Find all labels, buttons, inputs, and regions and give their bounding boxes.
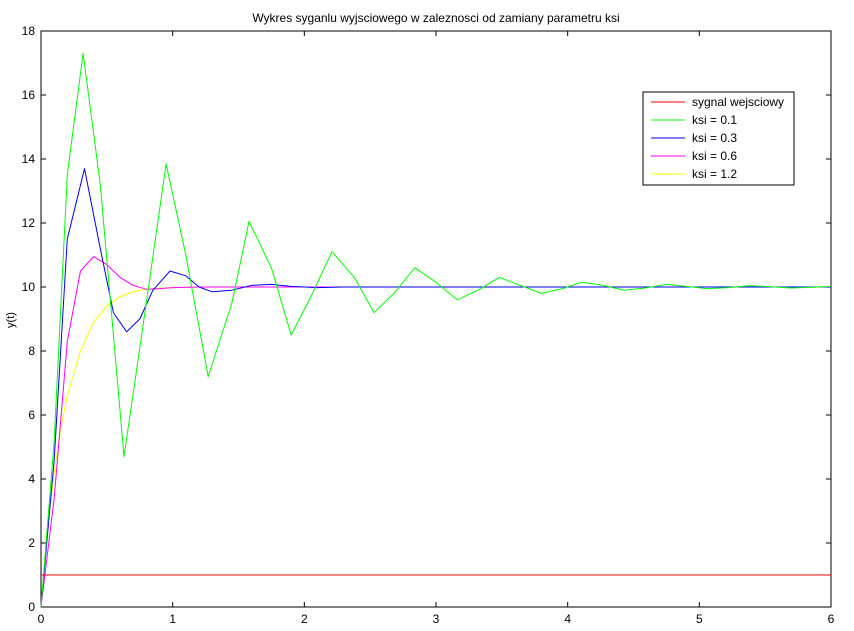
legend-label: ksi = 1.2 <box>692 167 737 181</box>
y-tick-label: 8 <box>28 344 35 358</box>
series-line-1 <box>40 52 832 608</box>
x-tick-label: 4 <box>564 612 571 626</box>
y-tick-label: 6 <box>28 408 35 422</box>
legend-label: ksi = 0.3 <box>692 131 737 145</box>
legend: sygnal wejsciowy ksi = 0.1 ksi = 0.3 ksi = … <box>642 91 795 186</box>
x-tick-label: 5 <box>696 612 703 626</box>
x-tick-label: 6 <box>828 612 835 626</box>
legend-label: ksi = 0.1 <box>692 113 737 127</box>
y-tick-label: 0 <box>28 600 35 614</box>
y-tick-label: 10 <box>22 280 36 294</box>
y-tick-label: 14 <box>22 152 36 166</box>
series-line-3 <box>40 256 831 608</box>
y-tick-label: 2 <box>28 536 35 550</box>
chart-title: Wykres syganlu wyjsciowego w zaleznosci … <box>252 11 619 25</box>
series-line-2 <box>40 168 831 608</box>
y-tick-label: 4 <box>28 472 35 486</box>
legend-label: ksi = 0.6 <box>692 149 737 163</box>
y-tick-label: 18 <box>22 24 36 38</box>
y-tick-label: 12 <box>22 216 36 230</box>
x-tick-label: 2 <box>301 612 308 626</box>
x-tick-label: 3 <box>433 612 440 626</box>
x-tick-label: 1 <box>169 612 176 626</box>
legend-label: sygnal wejsciowy <box>692 95 784 109</box>
y-tick-label: 16 <box>22 88 36 102</box>
series-layer <box>40 52 832 608</box>
y-axis-label: y(t) <box>5 312 17 328</box>
x-tick-label: 0 <box>38 612 45 626</box>
